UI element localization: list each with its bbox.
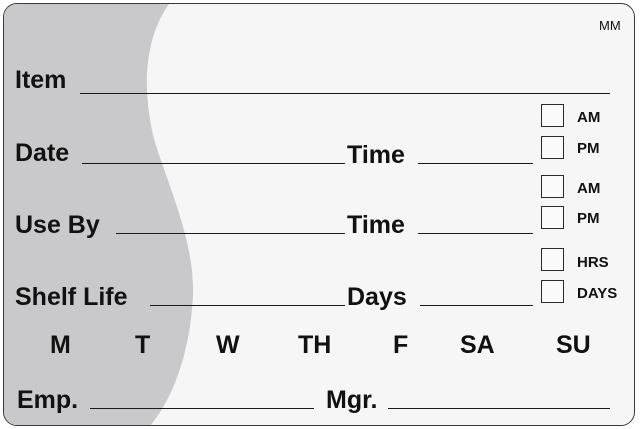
pm2-option-label: PM — [577, 210, 600, 227]
pm-checkbox[interactable] — [541, 136, 564, 159]
time2-label: Time — [347, 211, 405, 239]
use-by-label: Use By — [15, 211, 100, 239]
hrs-checkbox[interactable] — [541, 248, 564, 271]
weekday-friday[interactable]: F — [393, 331, 409, 359]
time-write-line[interactable] — [418, 163, 533, 164]
time-label: Time — [347, 141, 405, 169]
pm-option-label: PM — [577, 140, 600, 157]
weekday-monday[interactable]: M — [50, 331, 71, 359]
days-label: Days — [347, 283, 407, 311]
am-checkbox[interactable] — [541, 104, 564, 127]
date-write-line[interactable] — [82, 163, 345, 164]
weekday-sunday[interactable]: SU — [556, 331, 591, 359]
weekday-saturday[interactable]: SA — [460, 331, 495, 359]
days-option-label: DAYS — [577, 285, 618, 302]
am-option-label: AM — [577, 109, 601, 126]
days-checkbox[interactable] — [541, 280, 564, 303]
shelf-life-write-line[interactable] — [150, 305, 345, 306]
date-label: Date — [15, 139, 70, 167]
shelf-life-label: Shelf Life — [15, 283, 128, 311]
weekday-wednesday[interactable]: W — [216, 331, 240, 359]
label-code: MM — [599, 18, 621, 33]
employee-write-line[interactable] — [90, 408, 314, 409]
weekday-thursday[interactable]: TH — [298, 331, 332, 359]
manager-write-line[interactable] — [388, 408, 610, 409]
days-write-line[interactable] — [420, 305, 533, 306]
item-write-line[interactable] — [80, 93, 610, 94]
use-by-write-line[interactable] — [116, 233, 345, 234]
manager-label: Mgr. — [326, 386, 378, 414]
item-label: Item — [15, 66, 67, 94]
hrs-option-label: HRS — [577, 254, 609, 271]
am2-option-label: AM — [577, 180, 601, 197]
time2-write-line[interactable] — [418, 233, 533, 234]
pm2-checkbox[interactable] — [541, 206, 564, 229]
am2-checkbox[interactable] — [541, 175, 564, 198]
food-rotation-label: MM Item Date Time Use By Time Shelf Life… — [3, 3, 635, 426]
gray-wave-band — [4, 4, 193, 425]
weekday-tuesday[interactable]: T — [135, 331, 151, 359]
employee-label: Emp. — [17, 386, 79, 414]
